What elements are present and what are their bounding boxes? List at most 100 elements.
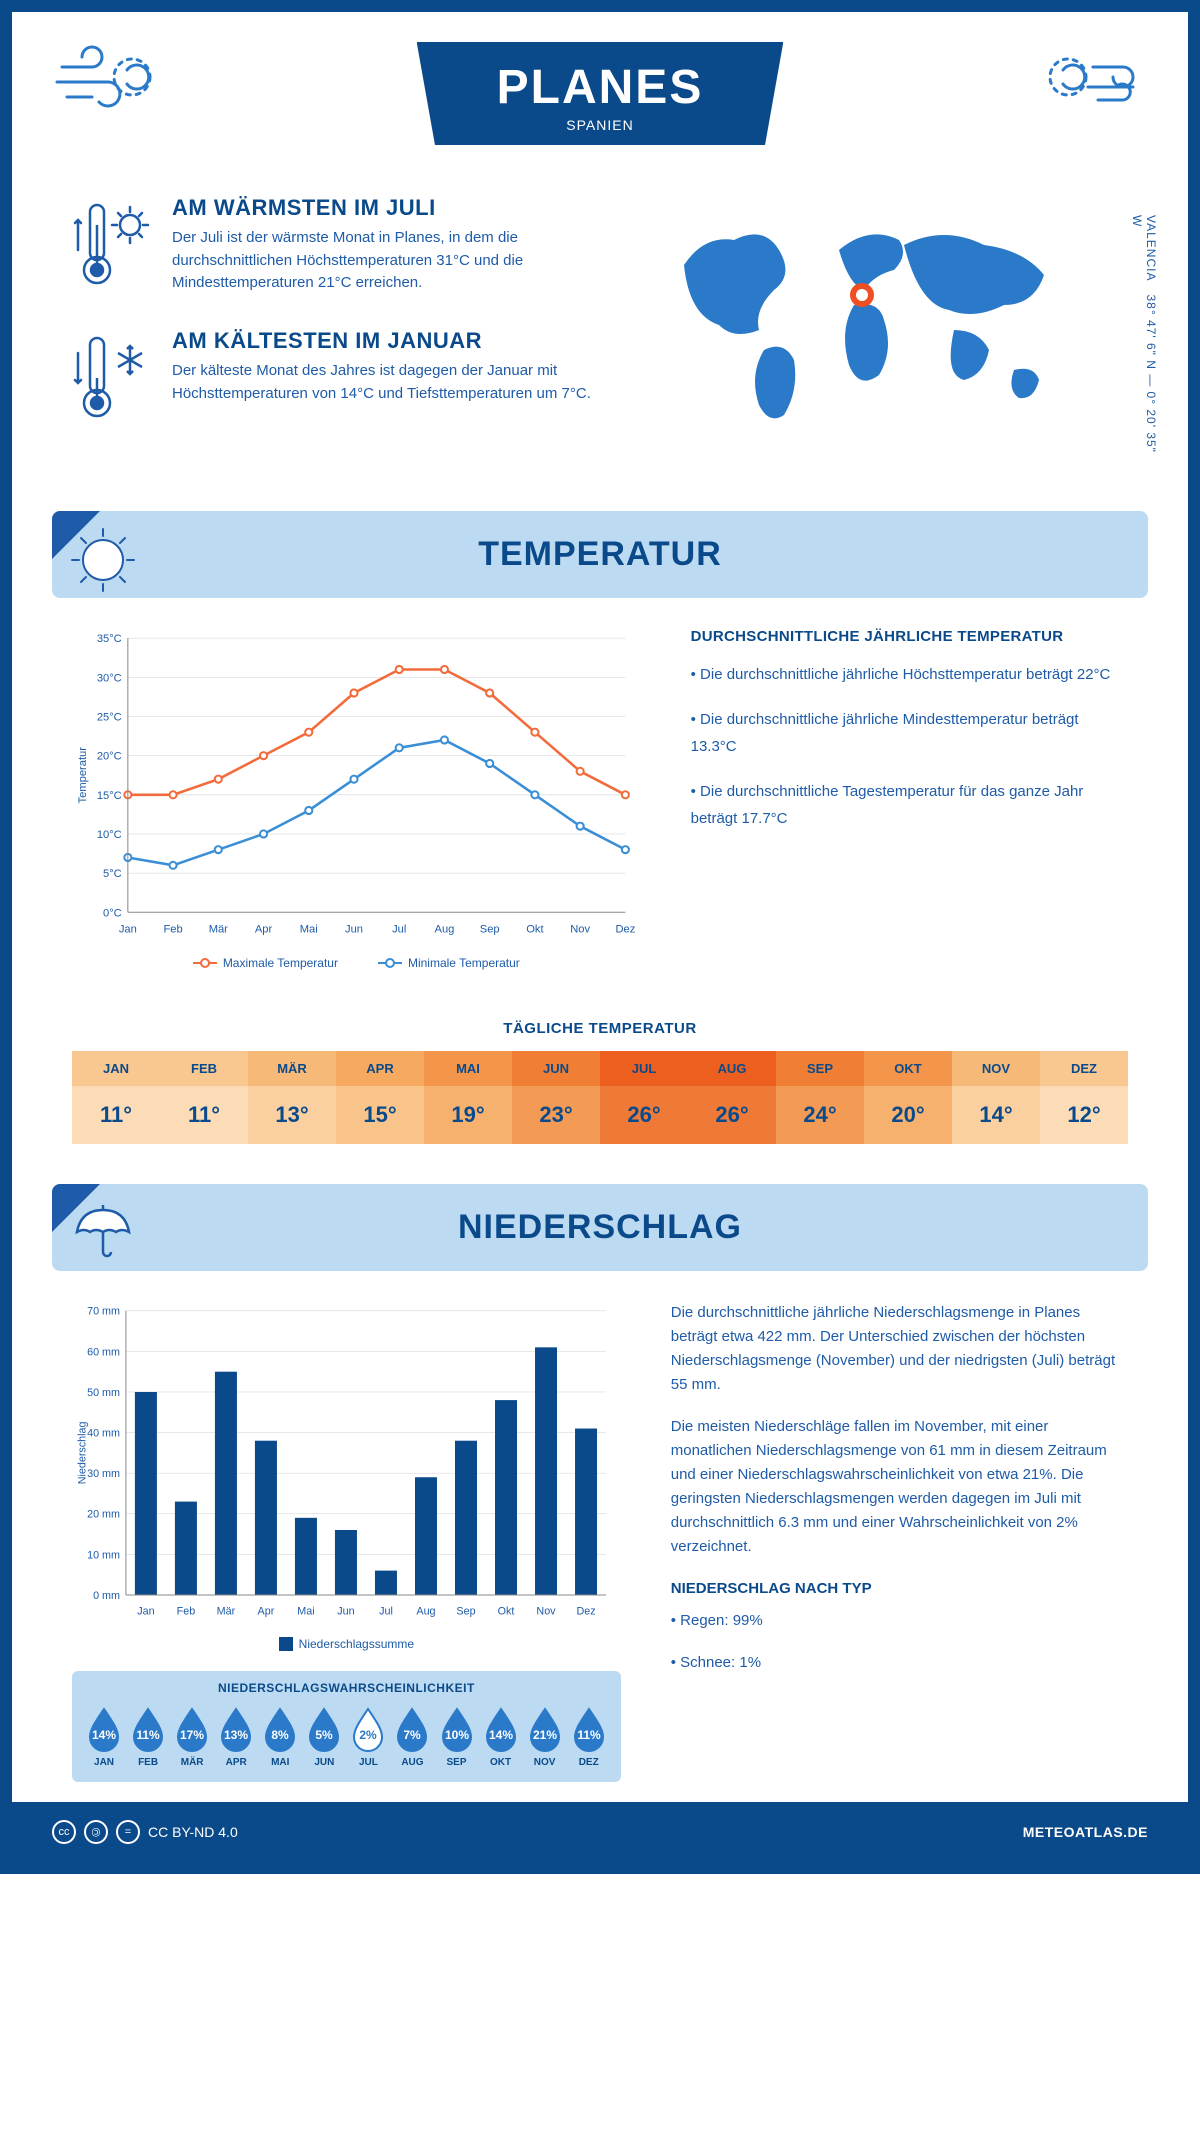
svg-text:20°C: 20°C [97, 751, 122, 763]
precipitation-chart: 0 mm 10 mm 20 mm 30 mm 40 mm 50 mm 60 mm 70 mm J… [72, 1301, 621, 1624]
svg-text:Dez: Dez [615, 924, 635, 936]
svg-text:Apr: Apr [258, 1605, 275, 1617]
svg-text:Okt: Okt [498, 1605, 515, 1617]
svg-text:7%: 7% [404, 1728, 422, 1742]
svg-text:Jan: Jan [137, 1605, 154, 1617]
svg-text:Jun: Jun [337, 1605, 354, 1617]
umbrella-icon [68, 1198, 138, 1271]
prob-item: 13%APR [216, 1705, 256, 1768]
svg-text:2%: 2% [360, 1728, 378, 1742]
temp-legend: Maximale Temperatur Minimale Temperatur [72, 956, 641, 970]
temperature-chart: 0°C5°C10°C15°C20°C25°C30°C35°CJanFebMärA… [72, 628, 641, 970]
svg-text:Jul: Jul [392, 924, 406, 936]
country-label: SPANIEN [497, 117, 704, 133]
svg-text:20 mm: 20 mm [87, 1508, 120, 1520]
precip-legend: Niederschlagssumme [72, 1637, 621, 1651]
thermometer-sun-icon [72, 195, 152, 300]
svg-text:Jun: Jun [345, 924, 363, 936]
temp-bullet: • Die durchschnittliche Tagestemperatur … [691, 778, 1128, 832]
svg-text:Nov: Nov [536, 1605, 556, 1617]
coldest-title: AM KÄLTESTEN IM JANUAR [172, 328, 604, 354]
svg-text:Temperatur: Temperatur [77, 747, 89, 804]
svg-text:Mai: Mai [300, 924, 318, 936]
svg-text:14%: 14% [489, 1728, 513, 1742]
warmest-title: AM WÄRMSTEN IM JULI [172, 195, 604, 221]
header: PLANES SPANIEN [12, 12, 1188, 165]
svg-text:60 mm: 60 mm [87, 1346, 120, 1358]
prob-item: 5%JUN [304, 1705, 344, 1768]
svg-text:14%: 14% [92, 1728, 116, 1742]
thermometer-snow-icon [72, 328, 152, 433]
precip-title: NIEDERSCHLAG [82, 1208, 1118, 1247]
svg-text:10 mm: 10 mm [87, 1549, 120, 1561]
prob-item: 17%MÄR [172, 1705, 212, 1768]
daily-temp-title: TÄGLICHE TEMPERATUR [12, 1020, 1188, 1037]
title-banner: PLANES SPANIEN [417, 42, 784, 145]
page-title: PLANES [497, 60, 704, 115]
svg-text:Niederschlag: Niederschlag [77, 1421, 89, 1484]
svg-text:17%: 17% [180, 1728, 204, 1742]
svg-text:Mär: Mär [209, 924, 228, 936]
svg-text:Jan: Jan [119, 924, 137, 936]
svg-text:70 mm: 70 mm [87, 1305, 120, 1317]
warmest-fact: AM WÄRMSTEN IM JULI Der Juli ist der wär… [72, 195, 604, 300]
intro-section: AM WÄRMSTEN IM JULI Der Juli ist der wär… [12, 165, 1188, 491]
svg-text:30°C: 30°C [97, 672, 122, 684]
prob-item: 2%JUL [348, 1705, 388, 1768]
svg-text:25°C: 25°C [97, 712, 122, 724]
svg-text:Nov: Nov [570, 924, 590, 936]
svg-text:11%: 11% [136, 1728, 160, 1742]
prob-item: 7%AUG [392, 1705, 432, 1768]
svg-text:Okt: Okt [526, 924, 544, 936]
precip-type: • Schnee: 1% [671, 1651, 1128, 1675]
svg-text:15°C: 15°C [97, 790, 122, 802]
prob-item: 14%OKT [481, 1705, 521, 1768]
svg-text:Aug: Aug [435, 924, 455, 936]
svg-text:Sep: Sep [480, 924, 500, 936]
svg-text:Mär: Mär [217, 1605, 236, 1617]
prob-item: 11%DEZ [569, 1705, 609, 1768]
svg-text:50 mm: 50 mm [87, 1387, 120, 1399]
wind-icon [52, 42, 162, 127]
warmest-text: Der Juli ist der wärmste Monat in Planes… [172, 227, 604, 295]
prob-item: 10%SEP [436, 1705, 476, 1768]
svg-text:35°C: 35°C [97, 633, 122, 645]
svg-text:30 mm: 30 mm [87, 1468, 120, 1480]
svg-text:21%: 21% [533, 1728, 557, 1742]
coldest-text: Der kälteste Monat des Jahres ist dagege… [172, 360, 604, 405]
coordinates: VALENCIA 38° 47' 6" N — 0° 20' 35" W [1130, 215, 1158, 461]
license: cc🄯= CC BY-ND 4.0 [52, 1820, 238, 1844]
prob-item: 14%JAN [84, 1705, 124, 1768]
svg-text:8%: 8% [272, 1728, 290, 1742]
coldest-fact: AM KÄLTESTEN IM JANUAR Der kälteste Mona… [72, 328, 604, 433]
svg-text:0°C: 0°C [103, 907, 122, 919]
temp-title: TEMPERATUR [82, 535, 1118, 574]
precip-section-header: NIEDERSCHLAG [52, 1184, 1148, 1271]
precip-para: Die meisten Niederschläge fallen im Nove… [671, 1415, 1128, 1559]
svg-text:Apr: Apr [255, 924, 273, 936]
prob-item: 8%MAI [260, 1705, 300, 1768]
svg-text:10°C: 10°C [97, 829, 122, 841]
svg-text:Jul: Jul [379, 1605, 393, 1617]
precip-type-title: NIEDERSCHLAG NACH TYP [671, 1577, 1128, 1601]
svg-text:Feb: Feb [177, 1605, 196, 1617]
svg-text:Dez: Dez [576, 1605, 595, 1617]
prob-item: 21%NOV [525, 1705, 565, 1768]
svg-text:Sep: Sep [456, 1605, 475, 1617]
prob-title: NIEDERSCHLAGSWAHRSCHEINLICHKEIT [84, 1681, 609, 1695]
svg-text:Mai: Mai [297, 1605, 314, 1617]
svg-text:40 mm: 40 mm [87, 1427, 120, 1439]
svg-text:Feb: Feb [163, 924, 182, 936]
temp-bullet: • Die durchschnittliche jährliche Mindes… [691, 706, 1128, 760]
precip-para: Die durchschnittliche jährliche Niedersc… [671, 1301, 1128, 1397]
svg-text:13%: 13% [224, 1728, 248, 1742]
svg-text:10%: 10% [445, 1728, 469, 1742]
prob-item: 11%FEB [128, 1705, 168, 1768]
footer: cc🄯= CC BY-ND 4.0 METEOATLAS.DE [12, 1802, 1188, 1862]
svg-text:0 mm: 0 mm [93, 1590, 120, 1602]
world-map [644, 195, 1128, 440]
daily-temp-table: JANFEBMÄRAPRMAIJUNJULAUGSEPOKTNOVDEZ11°1… [72, 1051, 1128, 1144]
temp-bullets-title: DURCHSCHNITTLICHE JÄHRLICHE TEMPERATUR [691, 628, 1128, 645]
probability-box: NIEDERSCHLAGSWAHRSCHEINLICHKEIT 14%JAN11… [72, 1671, 621, 1782]
precip-type: • Regen: 99% [671, 1609, 1128, 1633]
